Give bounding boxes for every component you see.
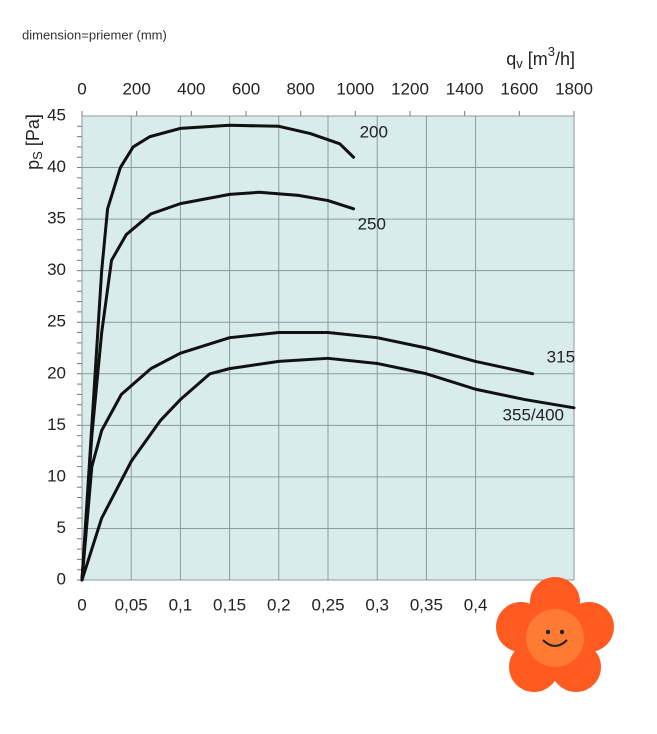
curve [80, 356, 576, 582]
x2-tick-label: 800 [286, 79, 314, 98]
x2-axis-title: qv [m3/h] [506, 44, 575, 71]
y-tick-label: 45 [47, 105, 66, 124]
x-tick-label: 0,4 [464, 595, 488, 614]
x2-tick-label: 1600 [500, 79, 538, 98]
y-tick-label: 35 [47, 209, 66, 228]
series-label: 315 [547, 347, 575, 366]
series-label: 200 [360, 123, 388, 142]
x-tick-label: 0,15 [213, 595, 246, 614]
y-title-rest: [Pa] [23, 114, 43, 151]
y-tick-label: 5 [57, 518, 66, 537]
x-tick-label: 0,2 [267, 595, 291, 614]
curve [80, 123, 356, 582]
x2-tick-label: 600 [232, 79, 260, 98]
y-axis-title: pS [Pa] [23, 114, 46, 170]
x2-tick-label: 400 [177, 79, 205, 98]
x-tick-label: 0,35 [410, 595, 443, 614]
y-title-main: p [23, 160, 43, 170]
y-title-sub: S [30, 151, 45, 160]
x2-title-open: [m [523, 49, 548, 69]
x2-tick-label: 0 [77, 79, 86, 98]
flower-icon [496, 577, 614, 692]
y-tick-label: 25 [47, 312, 66, 331]
x-tick-label: 0 [77, 595, 86, 614]
note: dimension=priemer (mm) [22, 27, 167, 42]
x-tick-label: 0,05 [115, 595, 148, 614]
x2-tick-label: 1800 [555, 79, 593, 98]
y-tick-label: 40 [47, 157, 66, 176]
series-label: 355/400 [503, 405, 564, 424]
x2-tick-label: 1200 [391, 79, 429, 98]
x2-title-sup: 3 [548, 44, 555, 59]
curve [80, 190, 356, 582]
series-label: 250 [358, 214, 386, 233]
x-tick-label: 0,1 [169, 595, 193, 614]
x2-title-main: q [506, 49, 516, 69]
x-tick-label: 0,3 [365, 595, 389, 614]
x2-title-sub: v [516, 56, 523, 71]
x2-title-close: /h] [555, 49, 575, 69]
y-tick-label: 10 [47, 466, 66, 485]
y-tick-label: 30 [47, 260, 66, 279]
x2-tick-label: 1400 [446, 79, 484, 98]
x2-tick-label: 200 [122, 79, 150, 98]
y-tick-label: 0 [57, 569, 66, 588]
plot-border [81, 115, 575, 581]
x-tick-label: 0,25 [311, 595, 344, 614]
x2-tick-label: 1000 [336, 79, 374, 98]
plot-area: 0 5 10 15 20 25 30 35 40 45 0 0,05 0,1 0,15 0,2 0,25 0,3… [47, 79, 593, 614]
y-tick-label: 15 [47, 415, 66, 434]
curve [80, 331, 535, 582]
y-tick-label: 20 [47, 363, 66, 382]
